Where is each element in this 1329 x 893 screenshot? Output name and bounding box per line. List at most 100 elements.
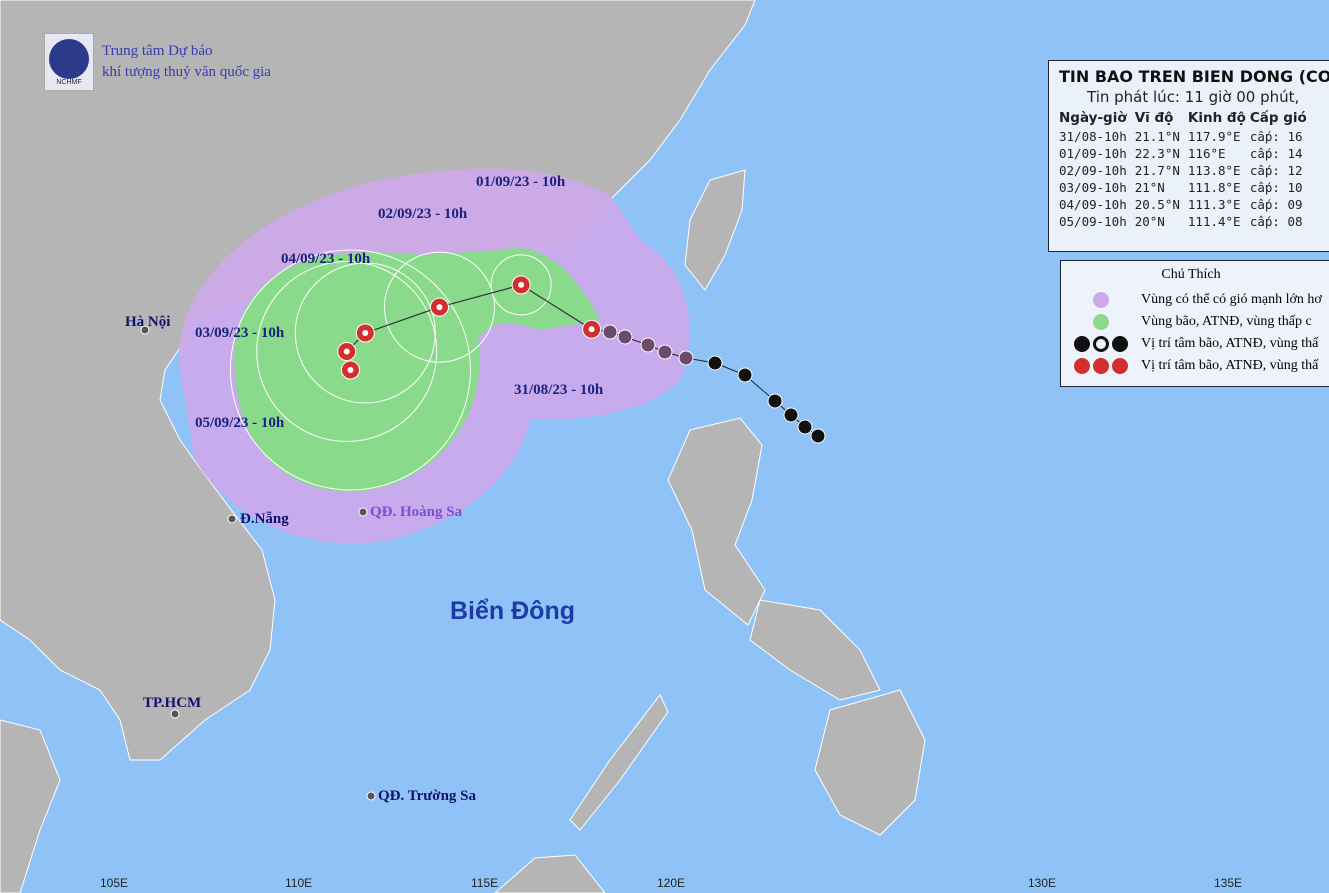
forecast-uncertainty-circle (383, 251, 495, 363)
logo-line1: Trung tâm Dự báo (102, 43, 213, 59)
purple-dot-icon (1093, 292, 1109, 308)
legend-title: Chú Thích (1161, 267, 1221, 282)
cell-wind: cấp: 12 (1249, 163, 1303, 178)
city-dot-icon (140, 325, 150, 335)
cell-time: 01/09-10h (1059, 146, 1127, 161)
past-position-icon (797, 419, 813, 435)
green-dot-icon (1093, 314, 1109, 330)
legend-item: Vị trí tâm bão, ATNĐ, vùng thấ (1061, 355, 1329, 377)
logo-emblem: NCHMF (44, 33, 94, 91)
forecast-storm-icon (337, 342, 357, 361)
forecast-circles (229, 249, 552, 491)
past-position-icon (602, 324, 618, 340)
place-truongsa: QĐ. Trường Sa (378, 788, 477, 804)
nchmf-logo: NCHMF Trung tâm Dự báo khí tượng thuỷ vă… (44, 33, 271, 91)
past-position-icon (783, 407, 799, 423)
forecast-storm-icon (582, 319, 602, 339)
wind-zones (179, 168, 690, 544)
place-hoangsa: QĐ. Hoàng Sa (370, 504, 463, 520)
city-dot-icon (170, 709, 180, 719)
lon-tick: 135E (1214, 876, 1243, 890)
date-label-0509: 05/09/23 - 10h (195, 415, 285, 431)
cell-lat: 22.3°N (1134, 146, 1180, 161)
cell-wind: cấp: 09 (1249, 197, 1303, 212)
cell-wind: cấp: 10 (1249, 180, 1303, 195)
forecast-uncertainty-circle (256, 261, 438, 442)
black-storm-icons (1061, 336, 1141, 352)
date-label-0209: 02/09/23 - 10h (378, 206, 468, 222)
cell-lat: 20°N (1134, 214, 1165, 229)
legend-item: Vị trí tâm bão, ATNĐ, vùng thấ (1061, 333, 1329, 355)
place-danang: Đ.Nẵng (240, 511, 289, 527)
cell-lon: 111.4°E (1187, 214, 1241, 229)
place-hanoi: Hà Nội (125, 314, 171, 330)
bulletin-issued: Tin phát lúc: 11 giờ 00 phút, (1087, 88, 1300, 106)
table-row: 04/09-10h 20.5°N 111.3°E cấp: 09 (1059, 196, 1311, 213)
land-gulf-thailand-west (0, 719, 61, 893)
cell-wind: cấp: 14 (1249, 146, 1303, 161)
place-hcm: TP.HCM (143, 695, 202, 711)
cell-lat: 21.7°N (1134, 163, 1180, 178)
forecast-uncertainty-circle (229, 249, 471, 491)
land-taiwan (684, 169, 746, 291)
land-luzon (667, 417, 766, 626)
lon-tick: 120E (657, 876, 686, 890)
cell-time: 31/08-10h (1059, 129, 1127, 144)
table-row: 02/09-10h 21.7°N 113.8°E cấp: 12 (1059, 162, 1311, 179)
forecast-storm-icon (355, 323, 375, 343)
table-row: 05/09-10h 20°N 111.4°E cấp: 08 (1059, 213, 1311, 230)
past-position-icon (810, 428, 826, 444)
past-position-icon (737, 367, 753, 383)
forecast-storm-icon (340, 360, 360, 380)
lon-tick: 130E (1028, 876, 1057, 890)
cell-lon: 113.8°E (1187, 163, 1241, 178)
legend-item: Vùng có thể có gió mạnh lớn hơ (1061, 289, 1329, 311)
bulletin-panel: TIN BAO TREN BIEN DONG (CO Tin phát lúc:… (1048, 60, 1329, 252)
land-visayas (749, 599, 881, 701)
past-position-icon (657, 344, 673, 360)
land-mindanao (814, 689, 926, 836)
col-header: Ngày-giờ (1059, 110, 1127, 126)
table-row: 03/09-10h 21°N 111.8°E cấp: 10 (1059, 179, 1311, 196)
lon-tick: 115E (471, 876, 499, 890)
past-position-icon (678, 350, 694, 366)
past-position-icon (617, 329, 633, 345)
date-label-0409: 04/09/23 - 10h (281, 251, 371, 267)
cell-lat: 20.5°N (1134, 197, 1180, 212)
land-palawan (569, 694, 669, 831)
table-row: 01/09-10h 22.3°N 116°E cấp: 14 (1059, 145, 1311, 162)
logo-line2: khí tượng thuỷ văn quốc gia (102, 64, 271, 80)
storm-track (140, 275, 826, 801)
forecast-storm-icon (511, 275, 531, 295)
lon-tick: 110E (285, 876, 313, 890)
date-label-0309: 03/09/23 - 10h (195, 325, 285, 341)
forecast-storm-icon (429, 297, 449, 317)
cell-lon: 117.9°E (1187, 129, 1241, 144)
sea-label: Biển Đông (450, 597, 575, 625)
col-header: Vĩ độ (1134, 110, 1174, 126)
city-dot-icon (366, 791, 376, 801)
past-position-icon (707, 355, 723, 371)
city-dot-icon (227, 514, 237, 524)
table-row: 31/08-10h 21.1°N 117.9°E cấp: 16 (1059, 128, 1311, 145)
cell-wind: cấp: 16 (1249, 129, 1303, 144)
cell-lat: 21.1°N (1134, 129, 1180, 144)
red-storm-icons (1061, 358, 1141, 374)
cell-time: 02/09-10h (1059, 163, 1127, 178)
city-dot-icon (358, 507, 368, 517)
col-header: Kinh độ (1187, 110, 1246, 126)
land-borneo (494, 854, 606, 893)
storm-zone (234, 248, 600, 492)
cell-lon: 111.3°E (1187, 197, 1241, 212)
date-label-3108: 31/08/23 - 10h (514, 382, 604, 398)
cell-wind: cấp: 08 (1249, 214, 1303, 229)
cell-lat: 21°N (1134, 180, 1165, 195)
past-position-icon (767, 393, 783, 409)
past-position-icon (640, 337, 656, 353)
cell-lon: 111.8°E (1187, 180, 1241, 195)
lon-tick: 105E (100, 876, 129, 890)
cell-lon: 116°E (1187, 146, 1226, 161)
cell-time: 04/09-10h (1059, 197, 1127, 212)
legend-item: Vùng bão, ATNĐ, vùng thấp c (1061, 311, 1329, 333)
